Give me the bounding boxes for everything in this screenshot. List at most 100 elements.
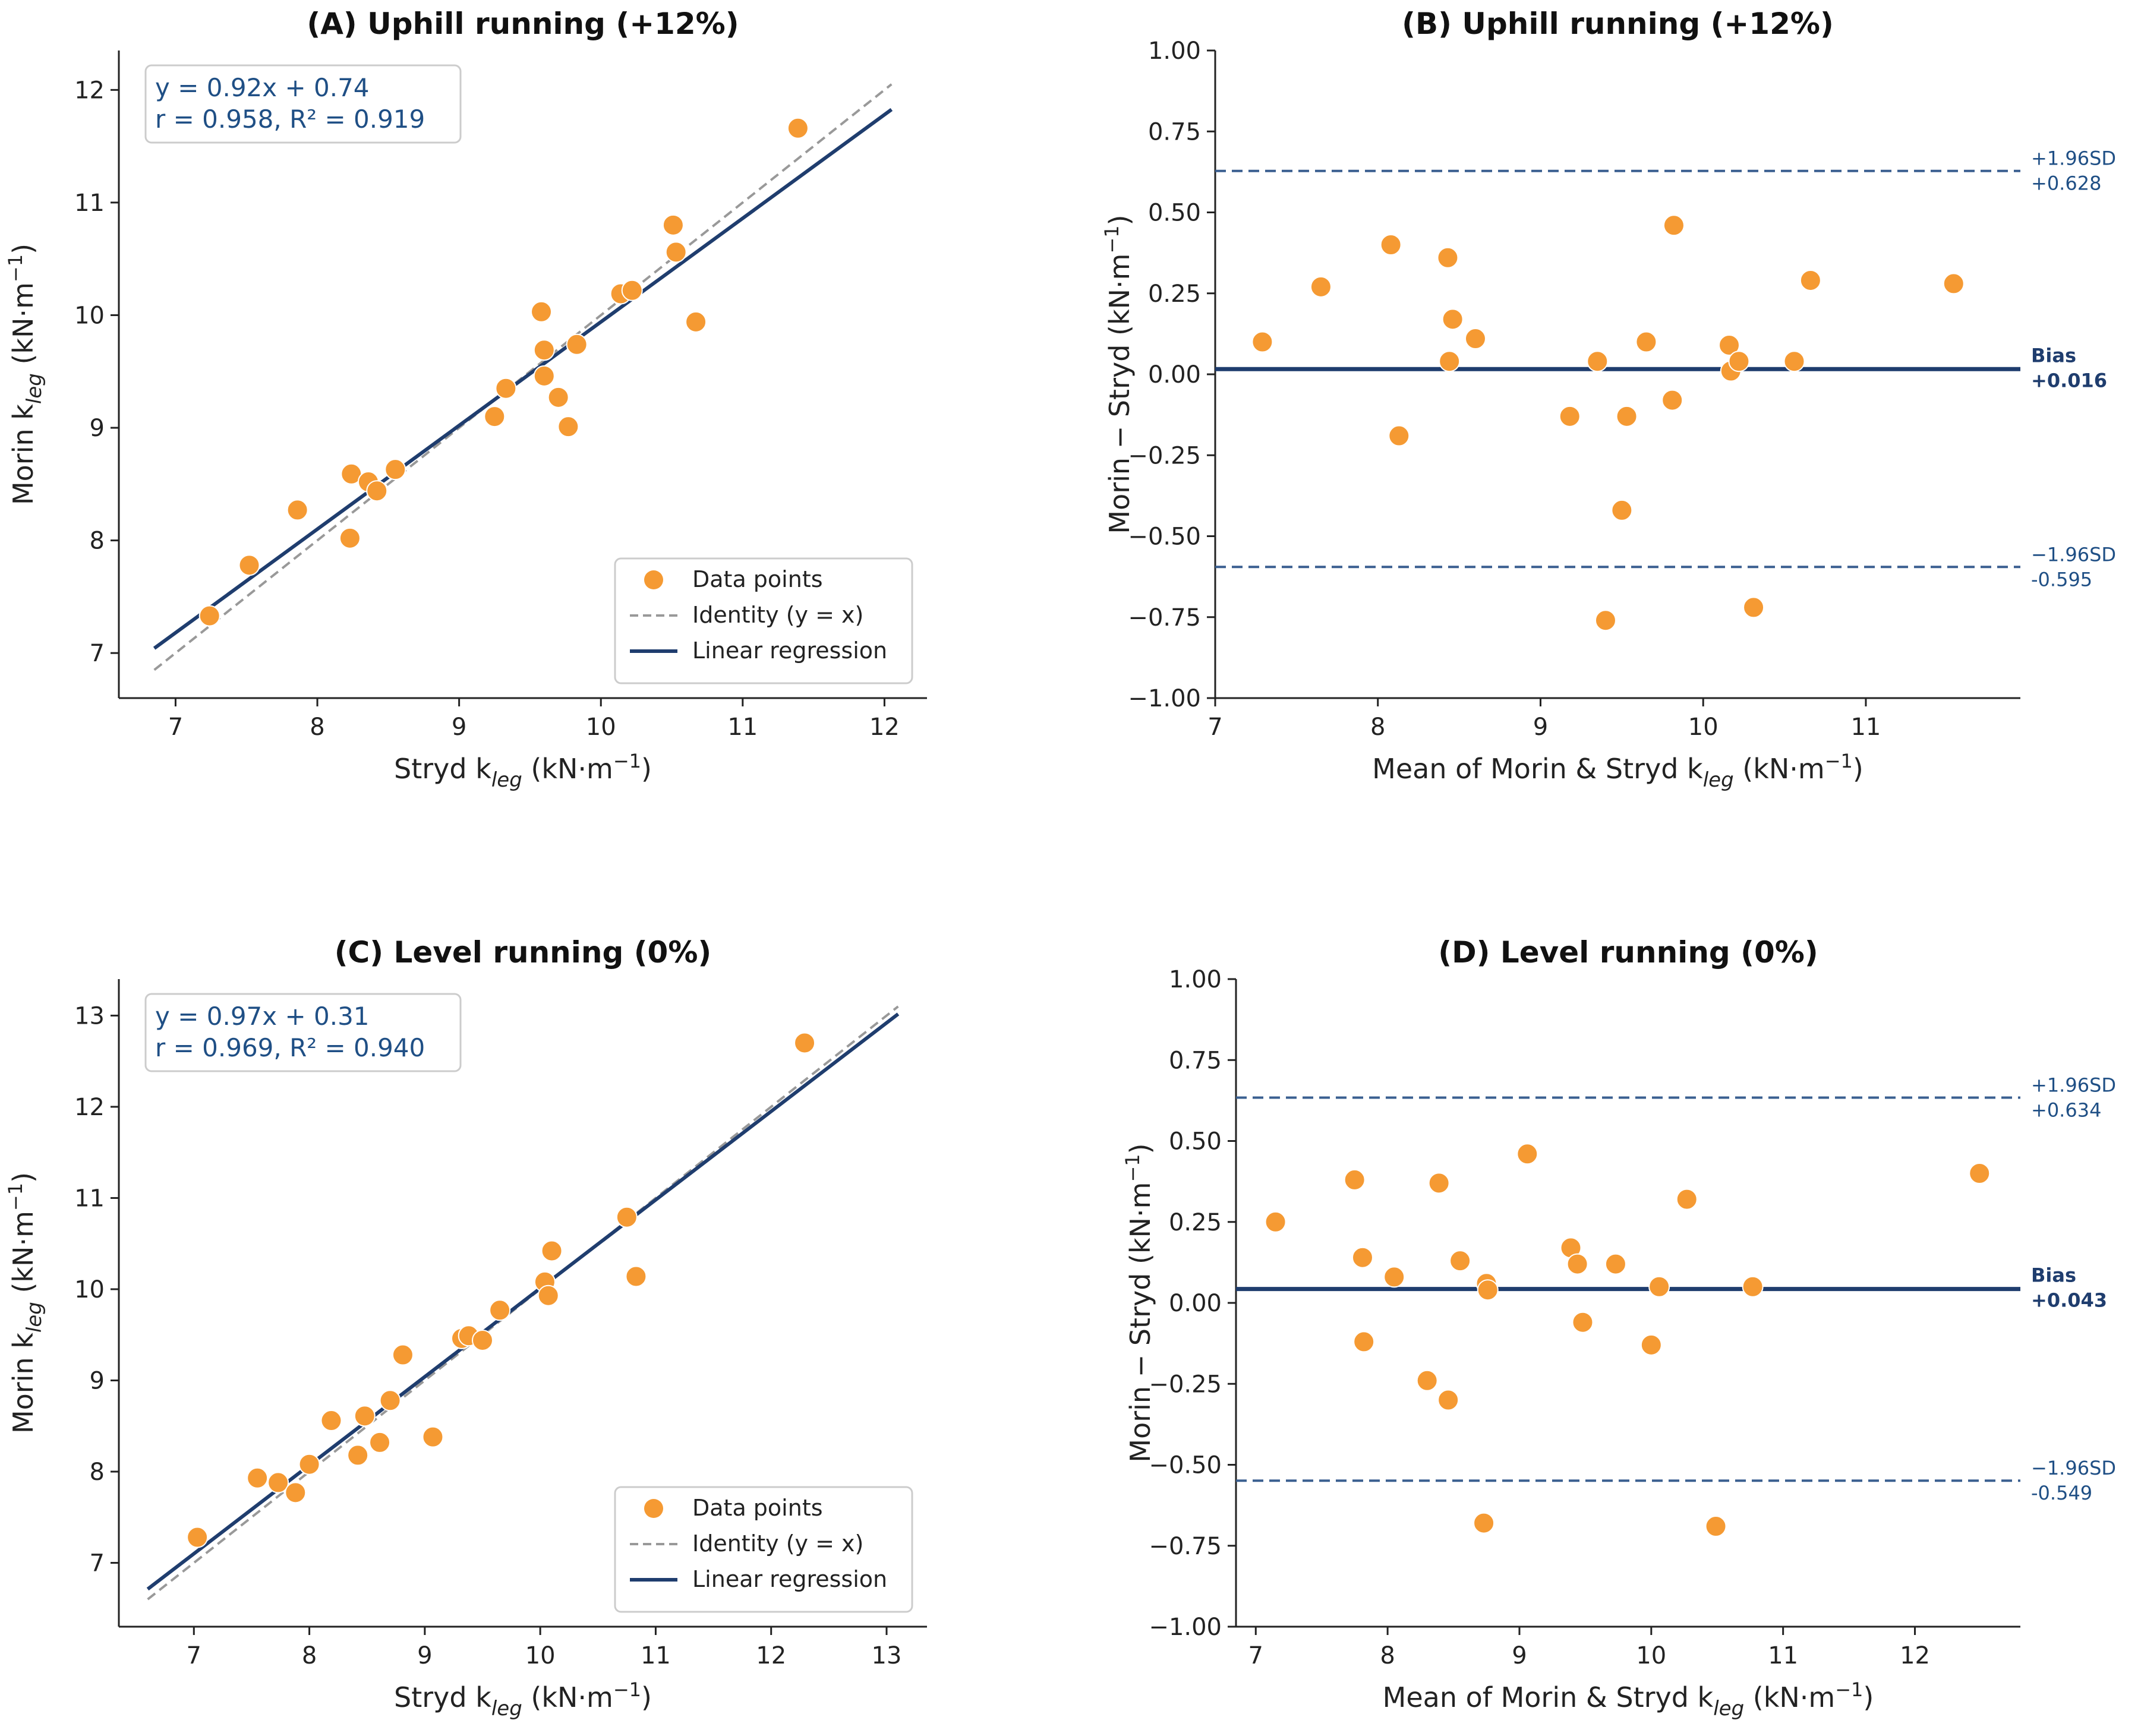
data-point	[347, 1444, 369, 1466]
y-axis-label-sup: −1	[4, 1183, 27, 1211]
x-tick-label: 7	[1248, 1642, 1263, 1669]
data-point	[1728, 351, 1750, 373]
bias-label: Bias	[2031, 1264, 2076, 1287]
x-tick-label: 8	[302, 1642, 317, 1669]
legend-identity: Identity (y = x)	[692, 1530, 863, 1557]
lower-loa-label: −1.96SD	[2031, 543, 2116, 566]
y-tick-label: 0.75	[1148, 118, 1201, 146]
x-axis-label-unit: (kN·m	[522, 1681, 613, 1713]
y-axis-label: Morin − Stryd (kN·m−1)	[1121, 1143, 1156, 1462]
x-tick-label: 12	[869, 714, 900, 741]
y-tick-label: 9	[90, 1367, 105, 1394]
y-tick-label: −1.00	[1149, 1614, 1222, 1641]
data-point	[1719, 334, 1740, 356]
data-point	[320, 1410, 342, 1432]
regression-line	[153, 108, 893, 650]
data-point	[557, 416, 579, 438]
y-tick-label: 0.75	[1169, 1047, 1222, 1074]
legend	[614, 557, 913, 684]
data-point	[1437, 247, 1459, 269]
chart-title: (B) Uphill running (+12%)	[1402, 7, 1834, 41]
data-point	[472, 1329, 493, 1351]
y-axis-label-unit: (kN·m	[7, 1211, 39, 1302]
data-point	[1969, 1163, 1991, 1184]
data-point	[1559, 405, 1581, 427]
data-point	[531, 301, 553, 323]
chart-title: (A) Uphill running (+12%)	[307, 7, 739, 41]
data-point	[1705, 1516, 1727, 1538]
regression-equation: y = 0.92x + 0.74	[155, 73, 370, 102]
data-point	[1388, 425, 1410, 447]
data-point	[1416, 1369, 1438, 1391]
x-axis-label-main: Stryd k	[394, 1681, 491, 1713]
data-point	[685, 311, 707, 333]
y-axis-label-main: Morin k	[7, 1333, 39, 1434]
upper-loa-value: +0.634	[2031, 1099, 2101, 1121]
y-axis-label-close: )	[1103, 214, 1136, 225]
legend	[614, 1486, 913, 1613]
x-axis-label-sup: −1	[613, 1678, 641, 1701]
y-tick-label: 1.00	[1169, 966, 1222, 993]
equation-box	[144, 64, 462, 144]
y-tick-label: −0.75	[1149, 1533, 1222, 1560]
data-point	[616, 1206, 638, 1228]
y-tick-label: 13	[74, 1002, 105, 1030]
data-point	[1351, 1246, 1373, 1268]
data-point	[533, 365, 555, 387]
data-point	[489, 1299, 511, 1321]
y-axis-label-main: Morin − Stryd (kN·m	[1124, 1182, 1156, 1463]
data-point	[1943, 273, 1965, 295]
data-point	[422, 1426, 444, 1448]
x-tick-label: 8	[310, 714, 324, 741]
x-axis-label-close: )	[641, 753, 652, 785]
y-tick-label: 11	[74, 190, 105, 217]
y-tick-label: −0.50	[1149, 1452, 1222, 1479]
chart-title: (D) Level running (0%)	[1438, 935, 1818, 970]
x-axis-label-unit: (kN·m	[1734, 753, 1825, 785]
x-axis-label-sup: −1	[1825, 750, 1853, 772]
x-axis-label-sub: leg	[1703, 768, 1734, 792]
data-point	[1344, 1169, 1366, 1191]
data-point	[1783, 351, 1805, 373]
y-tick-label: −1.00	[1128, 685, 1201, 712]
y-axis-label-close: )	[7, 1172, 39, 1183]
legend-regression: Linear regression	[692, 1566, 887, 1592]
data-point	[1594, 610, 1616, 632]
x-tick-label: 11	[1768, 1642, 1798, 1669]
data-point	[665, 241, 687, 263]
y-axis-label-sub: leg	[23, 1302, 46, 1333]
panel-a: (A) Uphill running (+12%) 7 8 9 10 11 12 7 8 9 10 1…	[4, 7, 927, 792]
equation-box	[144, 993, 462, 1072]
data-point	[1380, 234, 1402, 255]
y-tick-label: −0.25	[1149, 1371, 1222, 1398]
data-point	[1437, 1389, 1459, 1411]
data-point	[285, 1482, 307, 1504]
x-axis-label-main: Mean of Morin & Stryd k	[1372, 753, 1703, 785]
x-tick-label: 10	[1688, 714, 1719, 741]
data-point	[1477, 1279, 1499, 1301]
y-axis-label: Morin kleg (kN·m−1)	[4, 1172, 46, 1434]
upper-loa-value: +0.628	[2031, 172, 2101, 195]
x-tick-label: 13	[872, 1642, 902, 1669]
y-tick-label: 0.25	[1169, 1209, 1222, 1236]
data-point	[1640, 1334, 1662, 1356]
data-point	[1616, 405, 1638, 427]
legend-point-marker	[644, 1499, 663, 1518]
x-axis-label-sub: leg	[1713, 1697, 1744, 1721]
x-tick-label: 9	[417, 1642, 432, 1669]
y-axis-label-sub: leg	[23, 373, 46, 404]
data-point	[662, 214, 684, 236]
data-point	[1383, 1266, 1405, 1288]
x-tick-label: 9	[1533, 714, 1548, 741]
y-axis-label-sup: −1	[4, 254, 27, 282]
y-axis-label-main: Morin k	[7, 404, 39, 505]
y-tick-label: 11	[74, 1185, 105, 1212]
data-point	[267, 1472, 289, 1494]
data-point	[1799, 269, 1821, 291]
x-tick-label: 7	[168, 714, 183, 741]
data-point	[238, 554, 260, 576]
data-point	[379, 1390, 401, 1412]
data-point	[533, 339, 555, 361]
x-tick-label: 10	[525, 1642, 556, 1669]
